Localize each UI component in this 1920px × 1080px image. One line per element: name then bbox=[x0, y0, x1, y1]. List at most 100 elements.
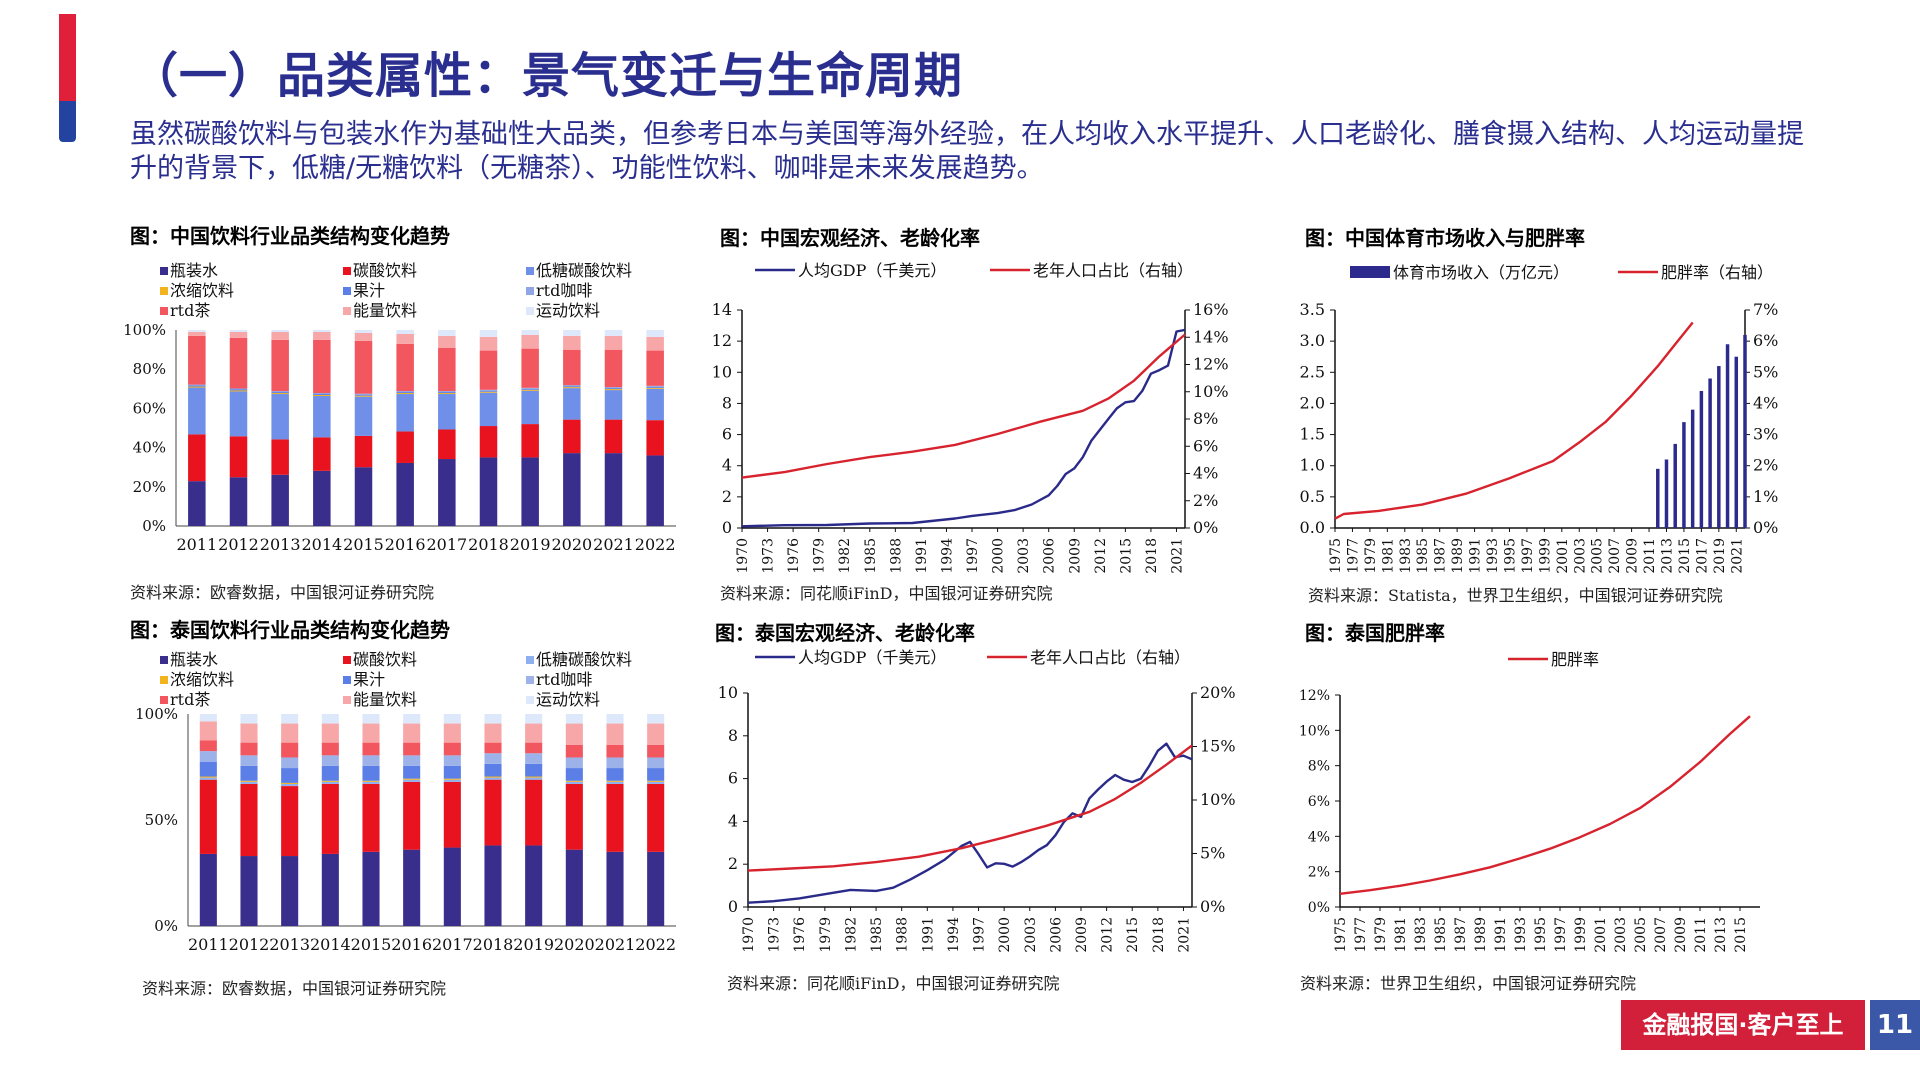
th_mix-legend-swatch bbox=[526, 676, 534, 684]
th_mix-bar-segment bbox=[240, 856, 258, 926]
cn_mix-bar-segment bbox=[563, 330, 581, 336]
th_macro-series-line bbox=[747, 744, 1193, 872]
th_mix-bar-segment bbox=[484, 714, 502, 724]
cn_sport-x-tick: 1985 bbox=[1415, 538, 1431, 574]
th_mix-bar-segment bbox=[484, 776, 502, 778]
cn_sport-bar bbox=[1717, 366, 1721, 528]
cn_mix-bar-segment bbox=[229, 388, 248, 390]
th_macro-x-tick: 2009 bbox=[1074, 917, 1090, 953]
cn_mix-bar-segment bbox=[313, 395, 331, 396]
th_mix-bar-segment bbox=[199, 740, 217, 752]
cn_mix-bar-segment bbox=[479, 392, 498, 427]
th_obesity-y-left-tick: 12% bbox=[1299, 688, 1330, 704]
cn_macro-y-left-tick: 10 bbox=[712, 362, 732, 381]
cn_mix-bar-segment bbox=[271, 439, 289, 475]
th-obesity-title: 图：泰国肥胖率 bbox=[1305, 621, 1445, 645]
cn_mix-bar-segment bbox=[604, 388, 623, 390]
th-macro-source: 资料来源：同花顺iFinD，中国银河证券研究院 bbox=[727, 974, 1060, 993]
th_mix-bar-segment bbox=[525, 777, 543, 780]
th_obesity-x-tick: 2009 bbox=[1673, 917, 1689, 953]
th_mix-bar-segment bbox=[321, 780, 339, 782]
th_mix-bar-segment bbox=[606, 714, 624, 724]
th_mix-bar-segment bbox=[240, 755, 258, 766]
th_mix-bar-segment bbox=[647, 744, 665, 758]
cn_mix-bar-segment bbox=[563, 386, 581, 388]
cn_mix-legend-swatch bbox=[160, 267, 168, 275]
th_mix-bar-segment bbox=[281, 786, 299, 857]
cn_macro-x-tick: 2021 bbox=[1169, 538, 1185, 574]
cn_mix-bar-segment bbox=[438, 459, 456, 526]
cn_macro-x-tick: 2009 bbox=[1067, 538, 1083, 574]
cn_mix-legend-label: 低糖碳酸饮料 bbox=[536, 261, 632, 280]
th_mix-bar-segment bbox=[199, 853, 217, 926]
th_mix-bar-segment bbox=[606, 781, 624, 784]
cn_mix-bar-segment bbox=[521, 424, 539, 458]
cn_macro-x-tick: 2006 bbox=[1042, 538, 1058, 574]
cn_macro-x-tick: 2000 bbox=[991, 538, 1007, 574]
th_mix-bar-segment bbox=[565, 849, 583, 926]
th_mix-bar-segment bbox=[647, 851, 665, 926]
cn_mix-bar-segment bbox=[188, 386, 206, 388]
cn_macro-x-tick: 1976 bbox=[786, 538, 802, 574]
th_obesity-x-tick: 1981 bbox=[1393, 917, 1409, 953]
cn_macro-y-left-tick: 12 bbox=[712, 331, 732, 350]
th_macro-x-tick: 2012 bbox=[1100, 917, 1116, 953]
cn_mix-bar-segment bbox=[521, 457, 539, 526]
th_mix-bar-segment bbox=[525, 779, 543, 846]
cn_mix-bar-segment bbox=[479, 389, 498, 391]
cn_macro-x-tick: 1979 bbox=[812, 538, 828, 574]
th_mix-bar-segment bbox=[240, 714, 258, 724]
th_mix-bar-segment bbox=[362, 851, 380, 926]
cn_mix-x-tick: 2018 bbox=[468, 535, 509, 554]
cn_mix-bar-segment bbox=[313, 437, 331, 471]
th_mix-x-tick: 2015 bbox=[351, 935, 392, 954]
cn_macro-x-tick: 1970 bbox=[735, 538, 751, 574]
th_mix-bar-segment bbox=[321, 853, 339, 926]
th_mix-legend-label: rtd咖啡 bbox=[536, 670, 592, 689]
th_obesity-x-tick: 1993 bbox=[1513, 917, 1529, 953]
th_mix-bar-segment bbox=[362, 783, 380, 852]
cn_sport-legend-swatch bbox=[1350, 266, 1390, 278]
cn_sport-x-tick: 1995 bbox=[1502, 538, 1518, 574]
cn_mix-bar-segment bbox=[188, 384, 206, 386]
th_mix-legend-label: rtd茶 bbox=[170, 690, 210, 709]
cn_mix-bar-segment bbox=[229, 390, 248, 392]
cn_mix-y-tick: 80% bbox=[133, 360, 166, 378]
th_mix-x-tick: 2014 bbox=[310, 935, 351, 954]
cn_mix-bar-segment bbox=[354, 396, 373, 436]
cn_macro-x-tick: 1973 bbox=[761, 538, 777, 574]
cn_mix-legend-label: 瓶装水 bbox=[170, 261, 218, 280]
th_mix-legend-label: 能量饮料 bbox=[353, 690, 417, 709]
th_mix-bar-segment bbox=[484, 763, 502, 777]
cn_sport-bar bbox=[1708, 378, 1712, 528]
cn_mix-bar-segment bbox=[188, 385, 206, 387]
cn_macro-y-right-tick: 16% bbox=[1193, 300, 1229, 319]
th-macro-chart: 0 2 4 6 8 10 0% 5% 10% 15% 20% 1970 1973 1976 1979 1982… bbox=[718, 648, 1236, 953]
th-mix-title: 图：泰国饮料行业品类结构变化趋势 bbox=[130, 618, 450, 642]
th_obesity-x-tick: 2003 bbox=[1613, 917, 1629, 953]
cn_mix-bar-segment bbox=[479, 457, 498, 526]
th_macro-y-right-tick: 10% bbox=[1200, 790, 1236, 809]
cn_mix-bar-segment bbox=[604, 389, 623, 391]
th_mix-bar-segment bbox=[199, 721, 217, 741]
page-number: 11 bbox=[1870, 1000, 1920, 1050]
th_obesity-x-tick: 2011 bbox=[1693, 917, 1709, 953]
th_mix-bar-segment bbox=[443, 847, 461, 926]
th_mix-bar-segment bbox=[647, 714, 665, 724]
th-mix-source: 资料来源：欧睿数据，中国银河证券研究院 bbox=[142, 979, 447, 998]
cn_mix-bar-segment bbox=[188, 335, 206, 385]
th_mix-bar-segment bbox=[362, 780, 380, 782]
th_mix-bar-segment bbox=[484, 845, 502, 926]
th_mix-bar-segment bbox=[647, 723, 665, 745]
th-obesity-source: 资料来源：世界卫生组织，中国银河证券研究院 bbox=[1300, 974, 1637, 993]
cn_sport-x-tick: 1981 bbox=[1380, 538, 1396, 574]
th_obesity-x-tick: 2013 bbox=[1713, 917, 1729, 953]
cn_sport-x-tick: 1989 bbox=[1450, 538, 1466, 574]
cn_sport-legend-label: 肥胖率（右轴） bbox=[1661, 263, 1773, 282]
cn_sport-y-left-tick: 0.0 bbox=[1300, 518, 1325, 537]
cn_sport-y-right-tick: 3% bbox=[1753, 425, 1778, 444]
cn_sport-x-tick: 2007 bbox=[1607, 538, 1623, 574]
cn_mix-bar-segment bbox=[604, 335, 623, 350]
th_mix-bar-segment bbox=[403, 755, 421, 766]
cn_sport-bar bbox=[1699, 390, 1704, 528]
